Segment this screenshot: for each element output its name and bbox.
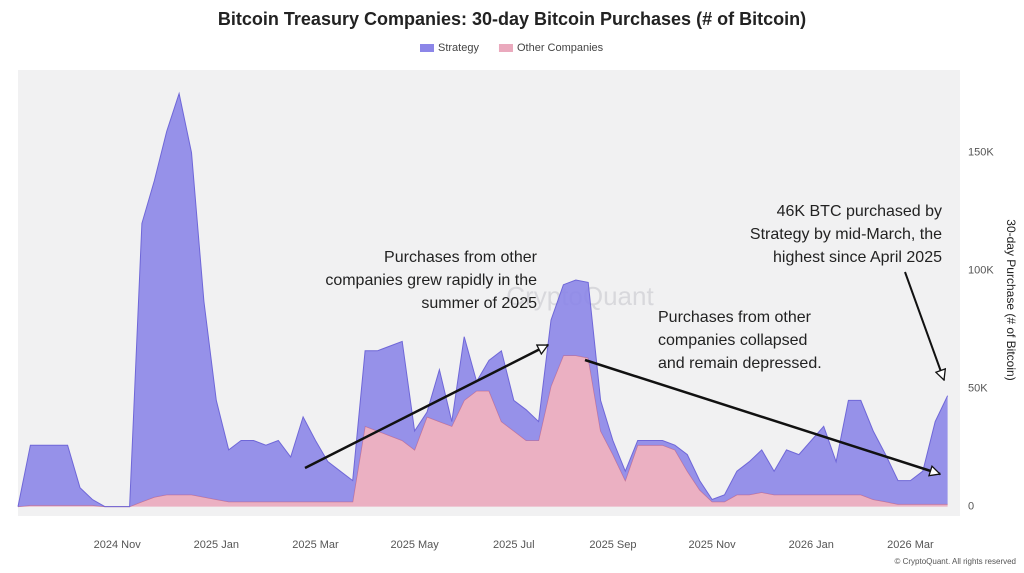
legend-swatch [420, 44, 434, 52]
annotation: Purchases from other companies collapsed a… [658, 309, 822, 372]
arrow [904, 271, 944, 380]
x-tick-label: 2026 Jan [789, 539, 834, 551]
annotation-line: Purchases from other [384, 249, 538, 266]
legend-label: Strategy [438, 42, 479, 54]
y-tick-label: 150K [968, 146, 994, 158]
annotation-line: Purchases from other [658, 309, 812, 326]
annotation-line: and remain depressed. [658, 355, 822, 372]
x-tick-label: 2025 Mar [292, 539, 339, 551]
annotation-line: Strategy by mid-March, the [750, 226, 942, 243]
area [18, 93, 948, 507]
y-tick-label: 0 [968, 500, 974, 512]
area-edge [17, 91, 949, 508]
x-tick-label: 2025 Jan [194, 539, 239, 551]
legend-label: Other Companies [517, 42, 604, 54]
annotation: 46K BTC purchased by Strategy by mid-Marc… [750, 203, 942, 266]
annotation-line: companies collapsed [658, 332, 807, 349]
x-tick-label: 2025 Sep [589, 539, 636, 551]
annotation: Purchases from other companies grew rapid… [325, 249, 537, 312]
plot [17, 91, 949, 508]
x-tick-label: 2025 Nov [689, 539, 737, 551]
annotation-line: highest since April 2025 [773, 249, 942, 266]
x-tick-label: 2026 Mar [887, 539, 934, 551]
annotation-line: 46K BTC purchased by [777, 203, 942, 220]
x-tick-label: 2025 May [390, 539, 439, 551]
legend-swatch [498, 44, 513, 52]
y-tick-label: 50K [968, 382, 988, 394]
annotation-line: companies grew rapidly in the [325, 272, 537, 289]
y-tick-label: 100K [968, 264, 994, 276]
annotation-line: summer of 2025 [421, 295, 537, 312]
chart-title: Bitcoin Treasury Companies: 30-day Bitco… [218, 9, 806, 29]
arrow [304, 343, 548, 470]
x-tick-label: 2025 Jul [493, 539, 535, 551]
footer: © CryptoQuant. All rights reserved [895, 557, 1017, 566]
arrow [584, 358, 940, 474]
area [18, 355, 948, 507]
x-tick-label: 2024 Nov [94, 539, 142, 551]
legend: Strategy Other Companies [420, 42, 604, 54]
y-axis-title: 30-day Purchase (# of Bitcoin) [1004, 219, 1018, 380]
